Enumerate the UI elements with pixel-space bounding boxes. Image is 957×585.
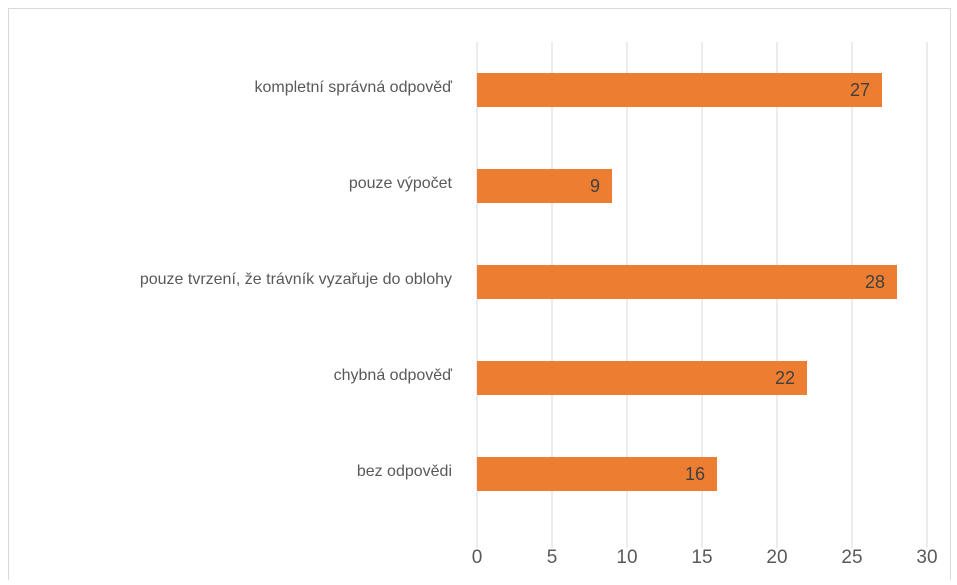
bar (477, 73, 882, 107)
x-tick-label: 20 (766, 547, 787, 568)
data-label: 22 (775, 368, 795, 388)
bar (477, 169, 612, 203)
data-label: 28 (865, 272, 885, 292)
x-tick-label: 15 (691, 547, 712, 568)
x-tick-label: 30 (916, 547, 937, 568)
y-tick-label: pouze výpočet (349, 175, 453, 192)
y-tick-label: bez odpovědi (357, 463, 452, 480)
bar (477, 265, 897, 299)
x-tick-label: 10 (616, 547, 637, 568)
data-label: 27 (850, 80, 870, 100)
x-tick-label: 0 (472, 547, 483, 568)
bar (477, 457, 717, 491)
y-tick-label: chybná odpověď (334, 367, 453, 384)
bar (477, 361, 807, 395)
data-label: 16 (685, 464, 705, 484)
y-tick-label: kompletní správná odpověď (254, 79, 452, 96)
data-label: 9 (590, 176, 600, 196)
x-tick-label: 25 (841, 547, 862, 568)
x-tick-label: 5 (547, 547, 558, 568)
y-tick-label: pouze tvrzení, že trávník vyzařuje do ob… (140, 271, 452, 288)
